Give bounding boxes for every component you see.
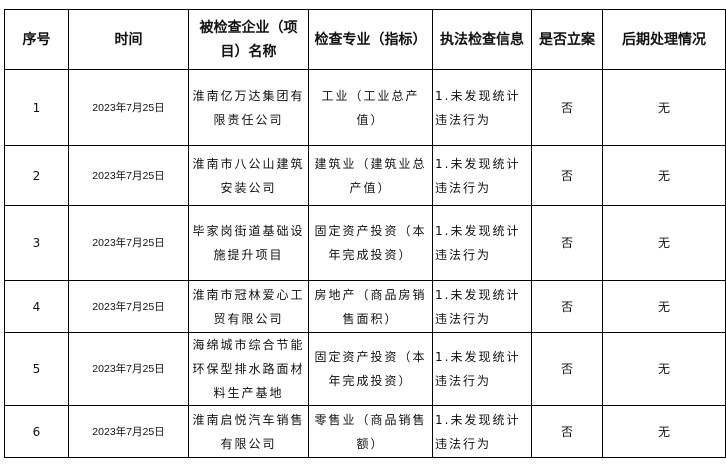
row-number: 5 — [4, 332, 69, 406]
inspection-info: 1.未发现统计违法行为 — [432, 145, 532, 206]
table-row: 1 2023年7月25日 淮南亿万达集团有限责任公司 工业（工业总产值） 1.未发现统计… — [4, 69, 726, 146]
inspection-date: 2023年7月25日 — [68, 205, 189, 281]
inspection-specialty: 建筑业（建筑业总产值） — [308, 145, 433, 206]
company-name: 淮南亿万达集团有限责任公司 — [188, 69, 309, 146]
inspection-specialty: 固定资产投资（本年完成投资） — [308, 205, 433, 281]
inspection-info: 1.未发现统计违法行为 — [432, 280, 532, 333]
row-number: 2 — [4, 145, 69, 206]
header-no: 序号 — [4, 9, 69, 70]
case-filed: 否 — [531, 405, 603, 458]
table-row: 6 2023年7月25日 淮南启悦汽车销售有限公司 零售业（商品销售额） 1.未发现统计… — [4, 405, 726, 458]
inspection-date: 2023年7月25日 — [68, 332, 189, 406]
inspection-specialty: 零售业（商品销售额） — [308, 405, 433, 458]
follow-up: 无 — [602, 405, 726, 458]
inspection-table: 序号 时间 被检查企业（项目）名称 检查专业（指标） 执法检查信息 是否立案 后… — [4, 9, 726, 458]
table-row: 2 2023年7月25日 淮南市八公山建筑安装公司 建筑业（建筑业总产值） 1.未发现统… — [4, 145, 726, 206]
row-number: 4 — [4, 280, 69, 333]
inspection-info: 1.未发现统计违法行为 — [432, 69, 532, 146]
company-name: 淮南启悦汽车销售有限公司 — [188, 405, 309, 458]
follow-up: 无 — [602, 280, 726, 333]
inspection-date: 2023年7月25日 — [68, 145, 189, 206]
header-info: 执法检查信息 — [432, 9, 532, 70]
row-number: 3 — [4, 205, 69, 281]
header-filed: 是否立案 — [531, 9, 603, 70]
header-followup: 后期处理情况 — [602, 9, 726, 70]
company-name: 海绵城市综合节能环保型排水路面材料生产基地 — [188, 332, 309, 406]
header-specialty: 检查专业（指标） — [308, 9, 433, 70]
inspection-specialty: 房地产（商品房销售面积） — [308, 280, 433, 333]
header-row: 序号 时间 被检查企业（项目）名称 检查专业（指标） 执法检查信息 是否立案 后… — [4, 9, 726, 70]
case-filed: 否 — [531, 145, 603, 206]
inspection-specialty: 固定资产投资（本年完成投资） — [308, 332, 433, 406]
table-row: 3 2023年7月25日 毕家岗街道基础设施提升项目 固定资产投资（本年完成投资） 1.… — [4, 205, 726, 281]
company-name: 淮南市八公山建筑安装公司 — [188, 145, 309, 206]
row-number: 6 — [4, 405, 69, 458]
case-filed: 否 — [531, 69, 603, 146]
row-number: 1 — [4, 69, 69, 146]
follow-up: 无 — [602, 145, 726, 206]
inspection-specialty: 工业（工业总产值） — [308, 69, 433, 146]
company-name: 淮南市冠林爱心工贸有限公司 — [188, 280, 309, 333]
follow-up: 无 — [602, 332, 726, 406]
inspection-info: 1.未发现统计违法行为 — [432, 205, 532, 281]
inspection-info: 1.未发现统计违法行为 — [432, 405, 532, 458]
case-filed: 否 — [531, 332, 603, 406]
inspection-info: 1.未发现统计违法行为 — [432, 332, 532, 406]
table-row: 4 2023年7月25日 淮南市冠林爱心工贸有限公司 房地产（商品房销售面积） 1.未发… — [4, 280, 726, 333]
header-date: 时间 — [68, 9, 189, 70]
table-row: 5 2023年7月25日 海绵城市综合节能环保型排水路面材料生产基地 固定资产投资（本… — [4, 332, 726, 406]
header-company: 被检查企业（项目）名称 — [188, 9, 309, 70]
case-filed: 否 — [531, 205, 603, 281]
inspection-date: 2023年7月25日 — [68, 69, 189, 146]
case-filed: 否 — [531, 280, 603, 333]
inspection-date: 2023年7月25日 — [68, 280, 189, 333]
follow-up: 无 — [602, 69, 726, 146]
company-name: 毕家岗街道基础设施提升项目 — [188, 205, 309, 281]
follow-up: 无 — [602, 205, 726, 281]
inspection-date: 2023年7月25日 — [68, 405, 189, 458]
